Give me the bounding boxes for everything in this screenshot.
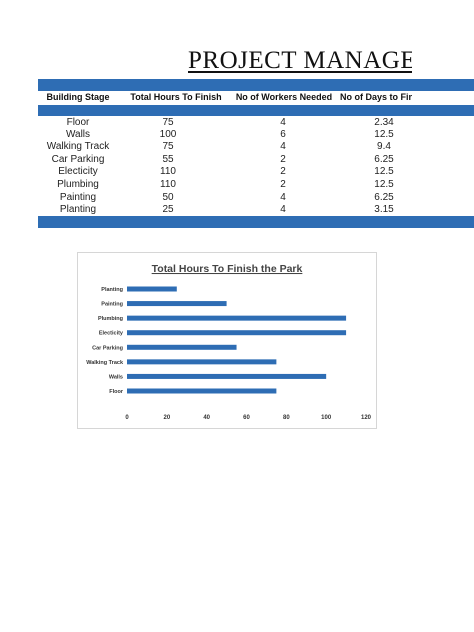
table-row: Car Parking 55 2 6.25 [38, 154, 412, 167]
cell-days: 6.25 [374, 192, 394, 203]
hours-bar-chart: Total Hours To Finish the Park Floor Wall… [77, 252, 377, 429]
cell-days: 9.4 [377, 141, 391, 152]
category-label: Floor [109, 389, 124, 395]
cell-workers: 2 [280, 166, 286, 177]
cell-stage: Car Parking [51, 154, 105, 165]
table-row: Painting 50 4 6.25 [38, 192, 412, 205]
x-tick-label: 100 [321, 415, 332, 421]
category-label: Plumbing [98, 316, 123, 322]
cell-days: 6.25 [374, 154, 394, 165]
bar-painting [127, 301, 227, 307]
table-row: Floor 75 4 2.34 [38, 117, 412, 130]
chart-x-ticks: 0 20 40 60 80 100 120 [125, 415, 371, 421]
category-label: Planting [101, 287, 123, 293]
table-header-band [38, 79, 474, 91]
x-tick-label: 20 [163, 415, 170, 421]
cell-stage: Walls [65, 129, 91, 140]
table-subheader-band [38, 105, 474, 116]
x-tick-label: 80 [283, 415, 290, 421]
cell-hours: 100 [159, 129, 177, 140]
category-label: Walls [109, 374, 123, 380]
bar-electicity [127, 330, 347, 336]
chart-category-labels: Floor Walls Walking Track Car Parking Electi… [86, 287, 124, 395]
cell-days: 2.34 [374, 117, 394, 128]
header-days-to-finish: No of Days to Finis [340, 92, 412, 102]
bar-plumbing [127, 315, 347, 321]
table-header-row: Building Stage Total Hours To Finish No … [38, 91, 413, 105]
cell-stage: Walking Track [46, 141, 110, 152]
table-row: Electicity 110 2 12.5 [38, 166, 412, 179]
category-label: Car Parking [92, 345, 123, 351]
chart-title: Total Hours To Finish the Park [152, 263, 303, 275]
cell-days: 12.5 [374, 179, 394, 190]
bar-car-parking [127, 344, 237, 350]
cell-workers: 4 [280, 117, 286, 128]
table-row: Plumbing 110 2 12.5 [38, 179, 412, 192]
cell-hours: 50 [162, 192, 174, 203]
x-tick-label: 120 [361, 415, 372, 421]
cell-days: 12.5 [374, 129, 394, 140]
header-workers-needed: No of Workers Needed [235, 92, 333, 102]
table-footer-band [38, 216, 474, 228]
header-total-hours: Total Hours To Finish [130, 92, 222, 102]
category-label: Electicity [99, 331, 124, 337]
cell-stage: Plumbing [57, 179, 99, 190]
x-tick-label: 40 [203, 415, 210, 421]
cell-days: 3.15 [374, 204, 394, 215]
cell-days: 12.5 [374, 166, 394, 177]
cell-workers: 2 [280, 179, 286, 190]
table-row: Planting 25 4 3.15 [38, 204, 412, 217]
chart-bars [127, 286, 347, 394]
cell-stage: Electicity [58, 166, 98, 177]
cell-hours: 110 [160, 179, 176, 190]
table-row: Walking Track 75 4 9.4 [38, 141, 412, 154]
cell-hours: 55 [162, 154, 174, 165]
document-title: PROJECT MANAGEM [188, 47, 412, 74]
cell-workers: 6 [280, 129, 286, 140]
cell-stage: Floor [66, 117, 90, 128]
cell-hours: 25 [162, 204, 174, 215]
cell-workers: 2 [280, 154, 286, 165]
chart-svg: Total Hours To Finish the Park Floor Wall… [86, 263, 371, 421]
cell-workers: 4 [280, 204, 286, 215]
cell-hours: 75 [162, 117, 174, 128]
x-tick-label: 60 [243, 415, 250, 421]
cell-hours: 110 [160, 166, 176, 177]
category-label: Walking Track [86, 360, 124, 366]
category-label: Painting [101, 302, 123, 308]
cell-workers: 4 [280, 141, 286, 152]
bar-walls [127, 373, 327, 379]
bar-walking-track [127, 359, 277, 365]
bar-planting [127, 286, 177, 292]
cell-stage: Painting [59, 192, 97, 203]
x-tick-label: 0 [125, 415, 129, 421]
header-building-stage: Building Stage [46, 92, 110, 102]
table-row: Walls 100 6 12.5 [38, 129, 412, 142]
cell-hours: 75 [162, 141, 174, 152]
cell-stage: Planting [59, 204, 97, 215]
bar-floor [127, 388, 277, 394]
cell-workers: 4 [280, 192, 286, 203]
